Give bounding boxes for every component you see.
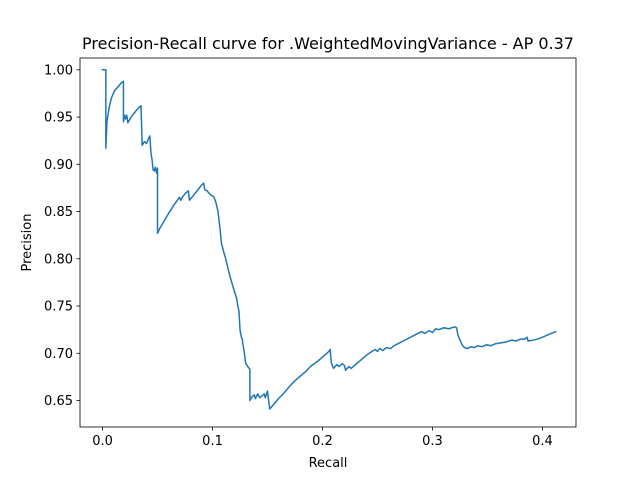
- x-tick-label: 0.0: [92, 434, 113, 449]
- x-tick-label: 0.1: [202, 434, 223, 449]
- y-tick-label: 0.85: [44, 205, 73, 220]
- y-tick-label: 0.95: [44, 111, 73, 126]
- x-axis-label: Recall: [309, 456, 348, 471]
- y-tick-label: 0.75: [44, 300, 73, 315]
- x-tick-label: 0.4: [532, 434, 553, 449]
- precision-recall-line: [101, 69, 557, 410]
- y-axis-label: Precision: [20, 213, 35, 271]
- x-tick-label: 0.3: [422, 434, 443, 449]
- y-tick-label: 0.65: [44, 394, 73, 409]
- plot-area: 0.650.700.750.800.850.900.951.00 0.0 0.1 0…: [44, 57, 577, 449]
- y-axis: 0.65 0.70 0.75 0.80 0.85 0.90 0.95 1.00: [44, 63, 80, 409]
- x-tick-label: 0.2: [312, 434, 333, 449]
- y-tick-label: 0.70: [44, 347, 73, 362]
- y-tick-label: 1.00: [44, 63, 73, 78]
- plot-background: [80, 58, 576, 427]
- y-tick-label: 0.80: [44, 252, 73, 267]
- y-tick-label: 0.90: [44, 158, 73, 173]
- x-axis: 0.0 0.1 0.2 0.3 0.4: [92, 427, 553, 449]
- chart-title: Precision-Recall curve for .WeightedMovi…: [82, 34, 574, 53]
- plot-frame: [79, 57, 577, 428]
